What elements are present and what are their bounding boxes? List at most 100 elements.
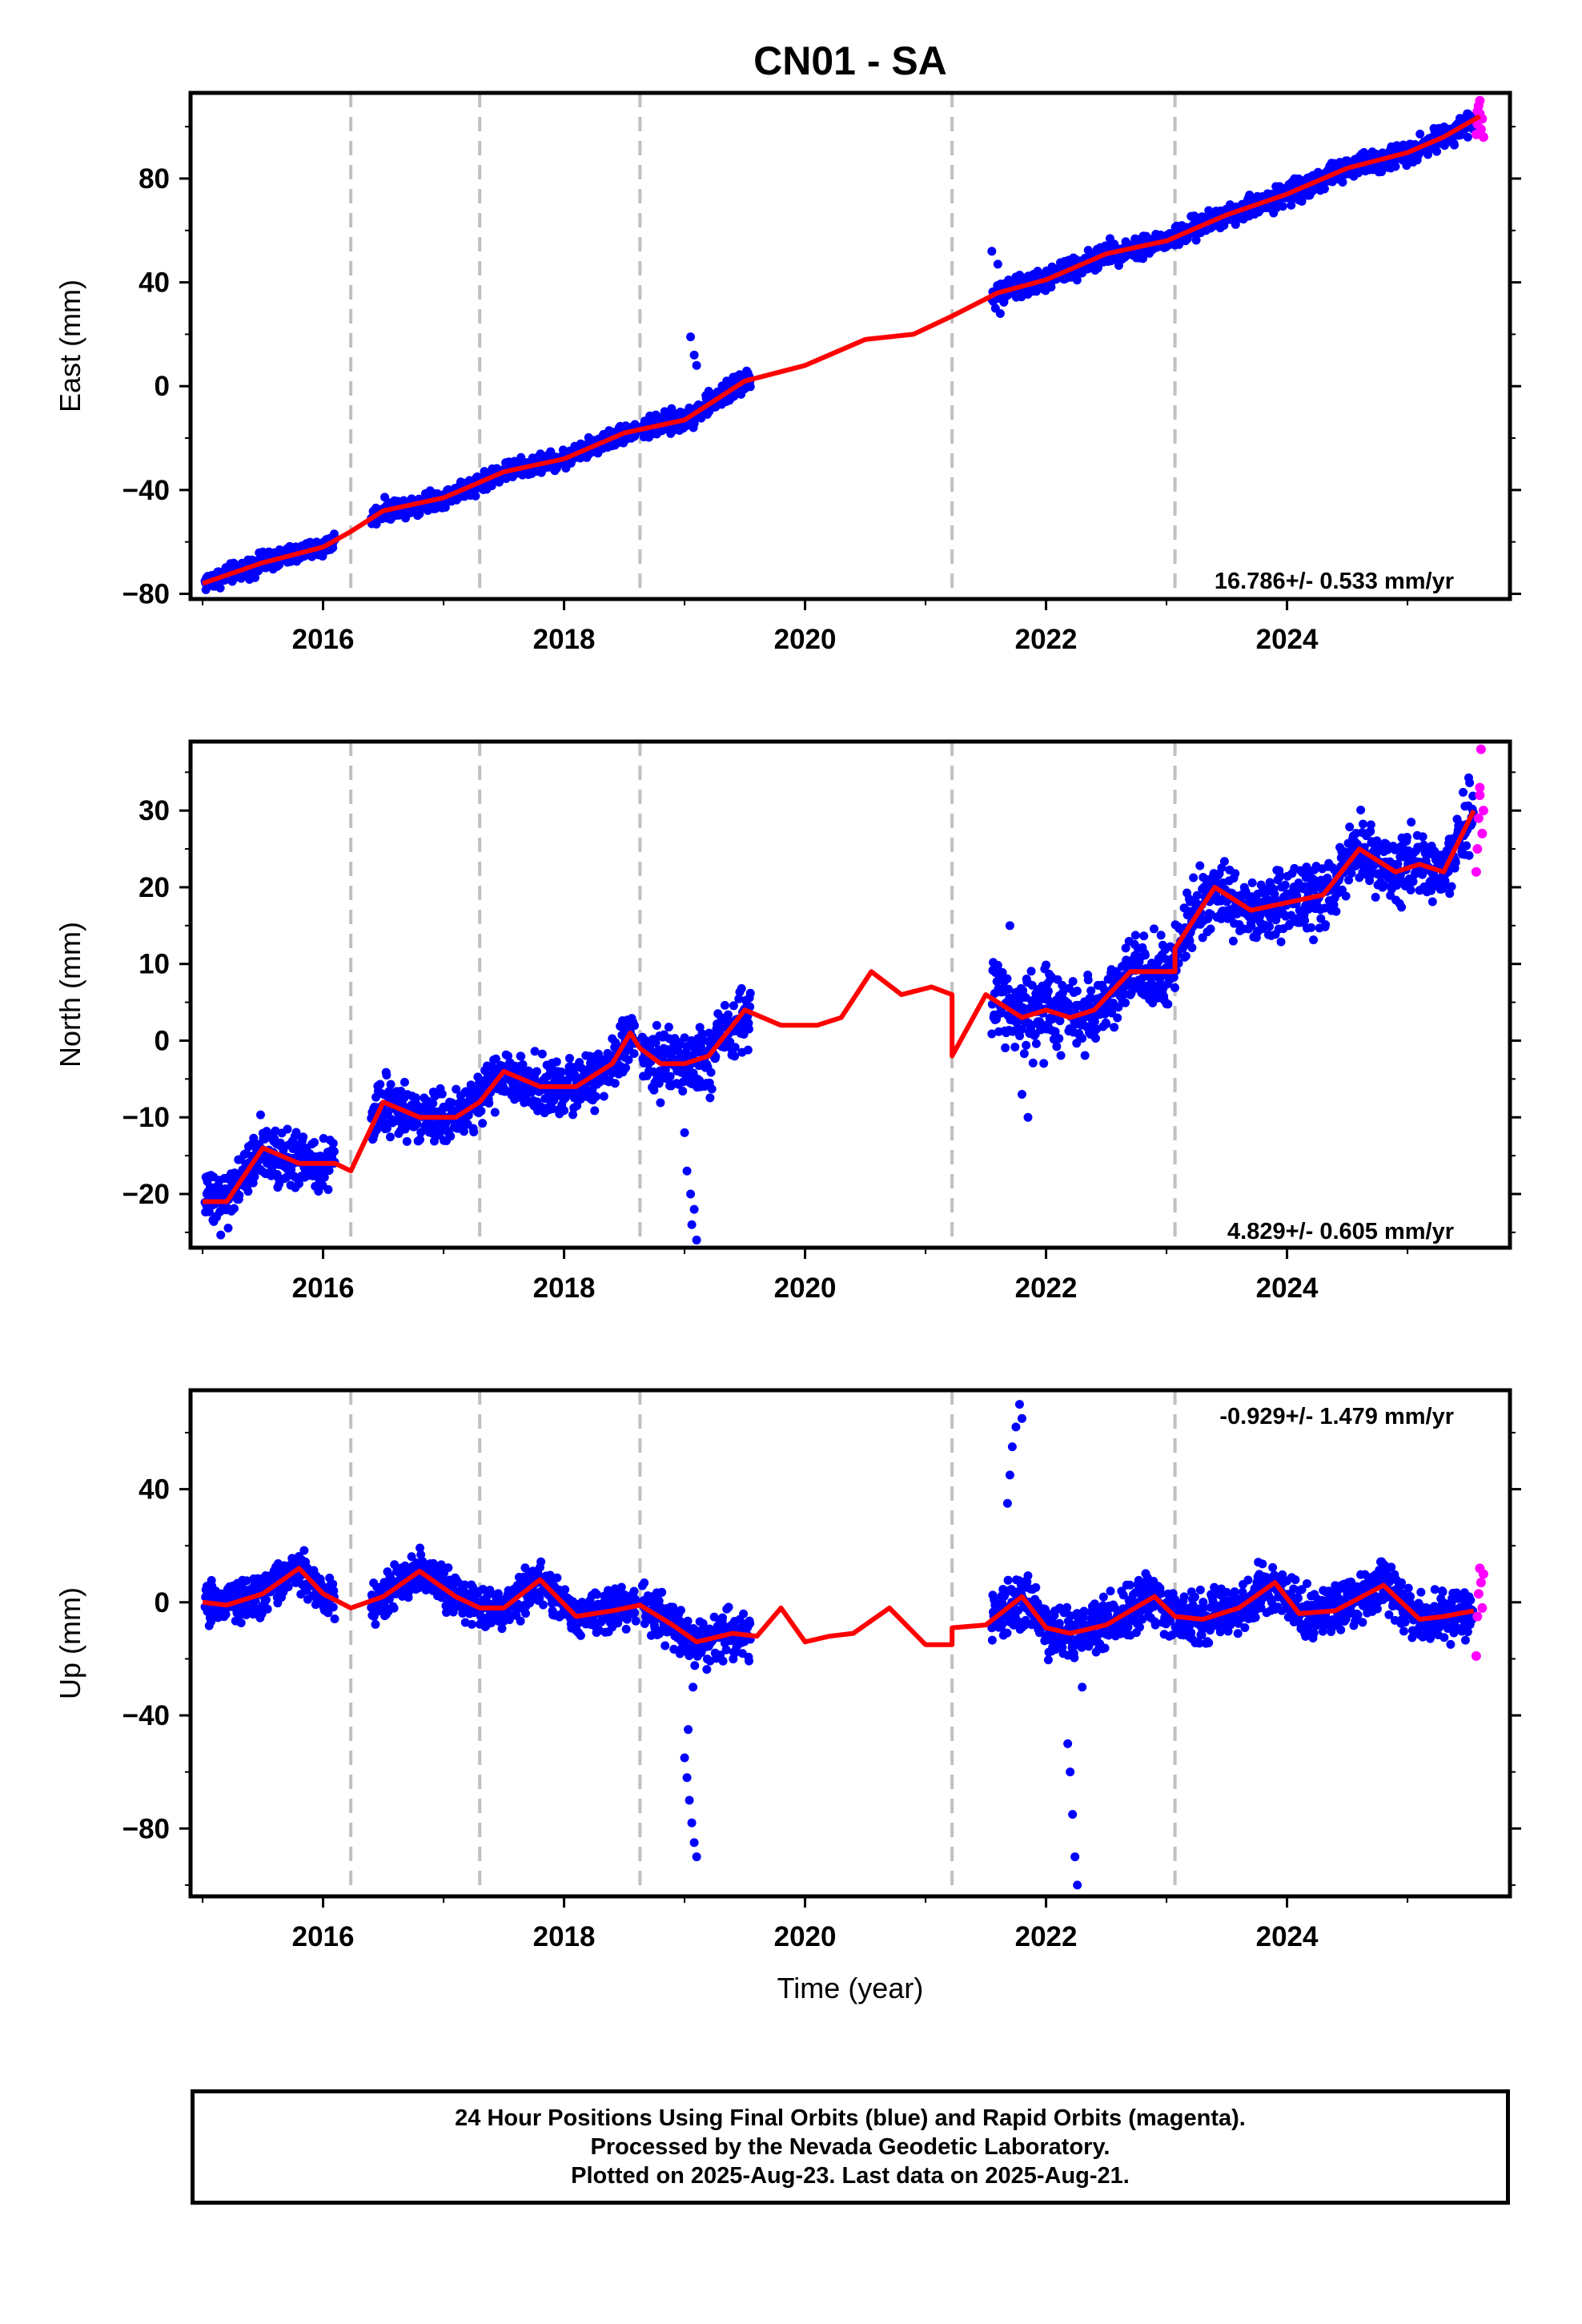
model-fit-line [202, 114, 1481, 586]
final-orbit-point [440, 503, 450, 513]
rapid-orbit-point [1475, 790, 1485, 801]
final-orbit-point [1189, 873, 1199, 883]
x-tick-label: 2022 [1015, 1273, 1078, 1304]
final-orbit-point [1091, 1033, 1101, 1043]
final-orbit-point [1402, 161, 1411, 171]
final-orbit-point [1468, 791, 1478, 801]
final-orbit-point [1379, 881, 1389, 891]
final-orbit-point [484, 1098, 494, 1108]
final-orbit-point [565, 1054, 575, 1063]
final-orbit-point [1195, 861, 1205, 870]
final-orbit-point [1427, 897, 1437, 907]
plot-area [200, 742, 1488, 1248]
final-orbit-point [1341, 891, 1351, 901]
x-tick-label: 2024 [1256, 624, 1319, 655]
final-orbit-point [1371, 892, 1380, 902]
final-orbit-point [221, 1610, 231, 1619]
final-orbit-point [537, 1049, 547, 1059]
final-orbit-point [437, 1089, 447, 1099]
final-orbit-point [1463, 132, 1472, 142]
final-orbit-point [299, 1132, 308, 1142]
x-tick-label: 2024 [1256, 1273, 1319, 1304]
final-orbit-point [1058, 980, 1067, 990]
final-orbit-point [1169, 972, 1178, 982]
final-orbit-point [1042, 960, 1051, 970]
final-orbit-point [1002, 974, 1012, 983]
final-orbit-point [428, 1099, 438, 1108]
final-orbit-point [471, 491, 480, 501]
model-fit-line [203, 809, 1476, 1204]
final-orbit-point [1231, 869, 1240, 879]
final-orbit-point [1415, 129, 1425, 139]
final-orbit-point [478, 1584, 488, 1594]
final-orbit-point [328, 1579, 338, 1589]
final-orbit-point [706, 1068, 716, 1077]
final-orbit-point [1078, 1034, 1087, 1043]
final-orbit-point [386, 1574, 396, 1583]
final-orbit-point [705, 1093, 715, 1103]
final-orbit-point [294, 1179, 303, 1188]
final-orbit-point [1010, 1042, 1020, 1051]
final-orbit-point [1451, 858, 1460, 867]
final-orbit-point [250, 1172, 259, 1181]
final-orbit-point [530, 1047, 540, 1056]
final-orbit-point [1187, 943, 1197, 952]
final-orbit-point [490, 1108, 500, 1117]
final-orbit-point [1055, 1016, 1065, 1026]
final-orbit-point [416, 1135, 425, 1144]
final-orbit-point [1001, 1043, 1010, 1052]
rapid-orbit-point [1471, 866, 1481, 877]
final-orbit-point [1316, 914, 1326, 923]
final-orbit-point [390, 1560, 400, 1570]
final-orbit-point [1297, 196, 1307, 206]
final-orbit-point [1039, 1059, 1049, 1068]
rapid-orbit-point [1478, 806, 1488, 816]
final-orbit-point [283, 1124, 292, 1134]
final-orbit-point [1080, 1051, 1090, 1060]
final-orbit-point [319, 1172, 329, 1182]
final-orbit-point [1029, 995, 1038, 1005]
final-orbit-point [680, 1128, 689, 1137]
final-orbit-point [467, 1619, 476, 1629]
final-orbit-point [1321, 920, 1331, 930]
final-orbit-point [1275, 870, 1285, 880]
final-orbit-point [993, 960, 1002, 970]
final-orbit-point [987, 1029, 997, 1039]
final-orbit-point [1408, 877, 1418, 887]
final-orbit-point [729, 1001, 738, 1011]
final-orbit-point [243, 1187, 253, 1196]
final-orbit-point [1022, 1040, 1031, 1050]
rapid-orbit-point [1473, 813, 1484, 823]
final-orbit-point [1004, 984, 1014, 994]
final-orbit-point [745, 988, 755, 998]
final-orbit-point [987, 247, 997, 256]
final-orbit-point [385, 1132, 395, 1142]
final-orbit-point [329, 1147, 339, 1156]
final-orbit-point [1344, 875, 1354, 885]
final-orbit-point [686, 1189, 696, 1199]
y-tick-label: 0 [155, 1025, 170, 1056]
final-orbit-point [687, 1220, 697, 1229]
final-orbit-point [686, 332, 696, 342]
final-orbit-point [998, 967, 1007, 977]
final-orbit-point [1276, 937, 1286, 947]
final-orbit-point [656, 1098, 665, 1108]
final-orbit-point [412, 1120, 422, 1129]
y-tick-label: −80 [122, 579, 170, 610]
plot-frame [188, 739, 1512, 1250]
final-orbit-point [1280, 880, 1290, 890]
final-orbit-point [1423, 150, 1433, 159]
final-orbit-point [737, 983, 746, 993]
final-orbit-point [1309, 935, 1319, 945]
x-tick-label: 2018 [533, 1273, 596, 1304]
final-orbit-point [1083, 975, 1093, 985]
final-orbit-point [734, 994, 744, 1003]
final-orbit-point [1017, 1024, 1026, 1034]
final-orbit-point [1114, 1003, 1123, 1012]
final-orbit-point [1181, 951, 1191, 961]
final-orbit-point [1219, 857, 1229, 866]
final-orbit-point [1121, 998, 1130, 1007]
final-orbit-point [1278, 202, 1287, 211]
